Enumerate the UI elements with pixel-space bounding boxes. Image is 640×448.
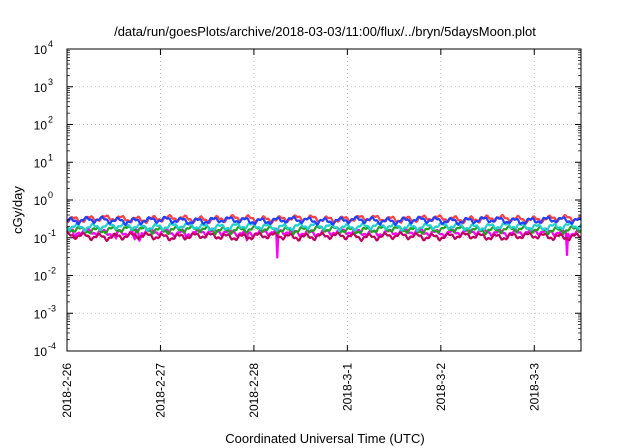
chart-title: /data/run/goesPlots/archive/2018-03-03/1… — [114, 24, 536, 39]
y-axis-label: cGy/day — [10, 186, 25, 234]
series-line-4 — [66, 221, 582, 233]
y-tick-exponent: -4 — [48, 341, 56, 351]
y-tick-label: 10 — [34, 345, 48, 359]
y-tick-label: 10 — [34, 232, 48, 246]
y-tick-label: 10 — [34, 307, 48, 321]
x-tick-label: 2018-3-2 — [434, 363, 448, 411]
y-tick-exponent: 2 — [48, 115, 53, 125]
x-tick-label: 2018-2-27 — [153, 363, 167, 418]
series-line-2 — [66, 231, 582, 243]
y-tick-exponent: -3 — [48, 303, 56, 313]
y-tick-label: 10 — [34, 81, 48, 95]
y-tick-label: 10 — [34, 43, 48, 57]
y-tick-exponent: 3 — [48, 77, 53, 87]
x-tick-label: 2018-3-1 — [340, 363, 354, 411]
y-tick-label: 10 — [34, 119, 48, 133]
x-tick-label: 2018-2-26 — [60, 363, 74, 418]
y-tick-exponent: -1 — [48, 228, 56, 238]
y-tick-label: 10 — [34, 194, 48, 208]
y-tick-exponent: -2 — [48, 266, 56, 276]
y-tick-exponent: 1 — [48, 152, 53, 162]
series-line-6 — [66, 215, 582, 227]
y-tick-exponent: 0 — [48, 190, 53, 200]
x-axis-label: Coordinated Universal Time (UTC) — [225, 431, 424, 446]
series-group — [66, 213, 582, 259]
y-tick-label: 10 — [34, 156, 48, 170]
y-tick-label: 10 — [34, 270, 48, 284]
x-tick-label: 2018-2-28 — [247, 363, 261, 418]
x-tick-label: 2018-3-3 — [527, 363, 541, 411]
grid — [67, 49, 581, 351]
y-tick-exponent: 4 — [48, 39, 53, 49]
